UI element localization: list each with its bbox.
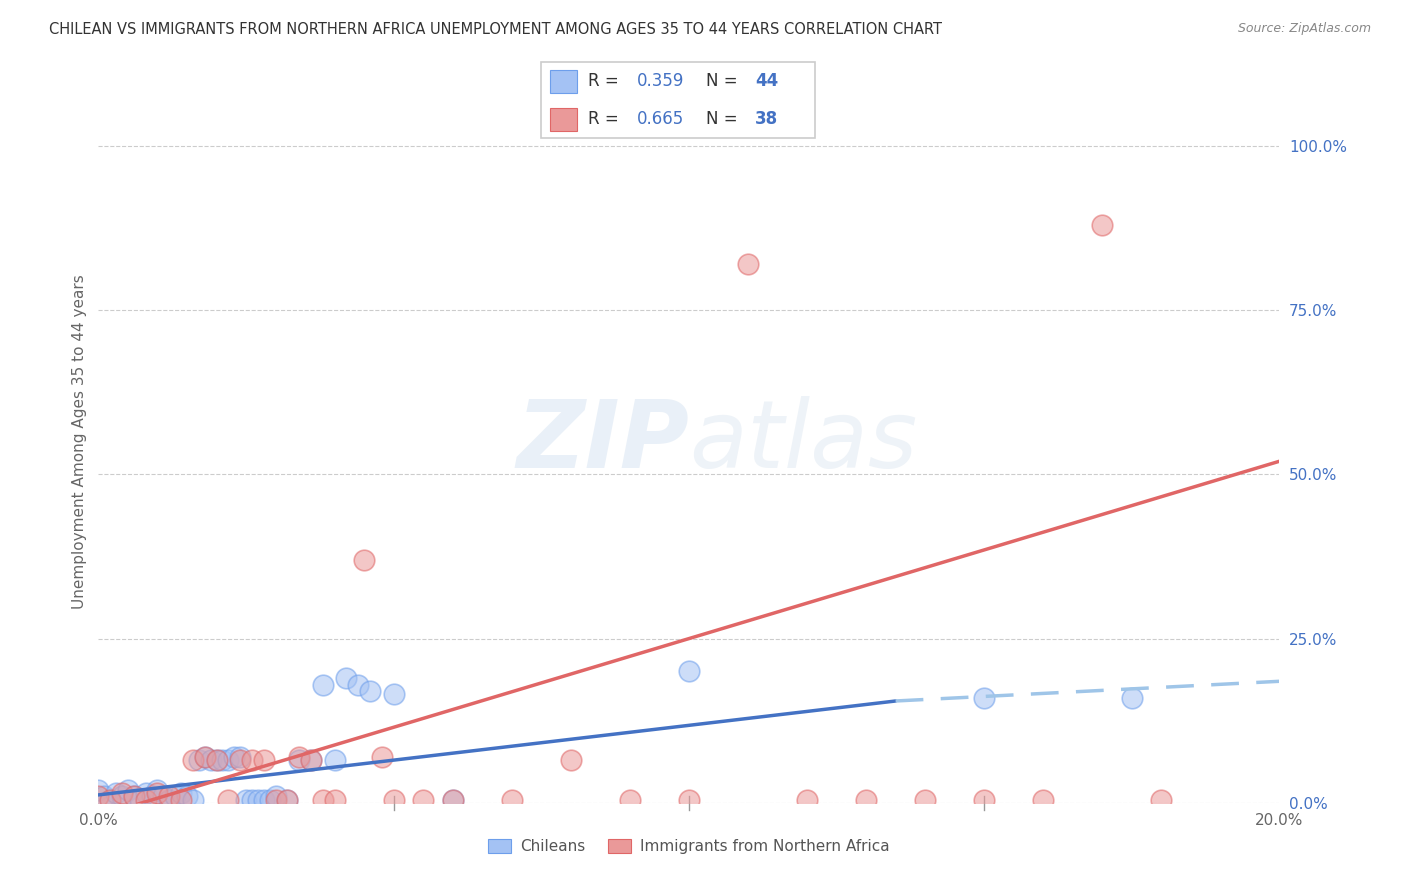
Text: Source: ZipAtlas.com: Source: ZipAtlas.com <box>1237 22 1371 36</box>
Point <box>165 789 187 804</box>
Point <box>187 753 209 767</box>
Point <box>194 749 217 764</box>
Point <box>181 753 204 767</box>
Point <box>157 789 180 804</box>
Point <box>1121 690 1143 705</box>
Text: R =: R = <box>588 111 624 128</box>
Point <box>1091 218 1114 232</box>
Point <box>1150 792 1173 806</box>
Point <box>176 789 198 804</box>
Point <box>253 753 276 767</box>
Point <box>146 782 169 797</box>
Point <box>128 792 150 806</box>
FancyBboxPatch shape <box>550 108 576 130</box>
Point <box>224 749 246 764</box>
Text: R =: R = <box>588 72 624 90</box>
Point <box>323 753 346 767</box>
Point <box>105 786 128 800</box>
Point <box>312 677 335 691</box>
Point <box>276 792 298 806</box>
Text: 38: 38 <box>755 111 779 128</box>
Text: ZIP: ZIP <box>516 395 689 488</box>
Point <box>122 789 145 804</box>
Text: N =: N = <box>706 111 742 128</box>
Y-axis label: Unemployment Among Ages 35 to 44 years: Unemployment Among Ages 35 to 44 years <box>72 274 87 609</box>
Point <box>205 753 228 767</box>
Point <box>111 786 134 800</box>
Point <box>312 792 335 806</box>
Text: 44: 44 <box>755 72 779 90</box>
Point <box>122 789 145 804</box>
Point <box>299 753 322 767</box>
Point <box>501 792 523 806</box>
Point <box>299 753 322 767</box>
Point <box>973 690 995 705</box>
Point <box>135 786 157 800</box>
Text: 0.359: 0.359 <box>637 72 685 90</box>
Point <box>619 792 641 806</box>
Text: N =: N = <box>706 72 742 90</box>
Point <box>87 789 110 804</box>
Point <box>276 792 298 806</box>
Text: CHILEAN VS IMMIGRANTS FROM NORTHERN AFRICA UNEMPLOYMENT AMONG AGES 35 TO 44 YEAR: CHILEAN VS IMMIGRANTS FROM NORTHERN AFRI… <box>49 22 942 37</box>
Point <box>181 792 204 806</box>
Point <box>288 753 311 767</box>
Point <box>382 687 405 701</box>
Point <box>382 792 405 806</box>
Point <box>93 789 115 804</box>
Point <box>217 792 239 806</box>
Text: atlas: atlas <box>689 396 917 487</box>
Point <box>240 792 263 806</box>
Point <box>170 786 193 800</box>
Point <box>157 792 180 806</box>
Legend: Chileans, Immigrants from Northern Africa: Chileans, Immigrants from Northern Afric… <box>482 833 896 860</box>
Point <box>264 789 287 804</box>
Point <box>259 792 281 806</box>
Point <box>229 749 252 764</box>
Point <box>678 665 700 679</box>
Point <box>347 677 370 691</box>
Point <box>246 792 269 806</box>
FancyBboxPatch shape <box>541 62 815 138</box>
Point <box>441 792 464 806</box>
Point <box>796 792 818 806</box>
Point <box>87 782 110 797</box>
Point <box>560 753 582 767</box>
Point <box>412 792 434 806</box>
Point <box>441 792 464 806</box>
Point <box>335 671 357 685</box>
Point <box>973 792 995 806</box>
Point <box>170 792 193 806</box>
Point <box>288 749 311 764</box>
Point <box>240 753 263 767</box>
Point <box>117 782 139 797</box>
Point <box>855 792 877 806</box>
Point <box>229 753 252 767</box>
Point <box>194 749 217 764</box>
Point <box>914 792 936 806</box>
Point <box>371 749 394 764</box>
Text: 0.665: 0.665 <box>637 111 685 128</box>
Point <box>217 753 239 767</box>
FancyBboxPatch shape <box>550 70 576 93</box>
Point <box>111 789 134 804</box>
Point <box>98 792 121 806</box>
Point <box>353 553 375 567</box>
Point <box>200 753 222 767</box>
Point <box>253 792 276 806</box>
Point <box>211 753 233 767</box>
Point <box>737 257 759 271</box>
Point <box>205 753 228 767</box>
Point <box>264 792 287 806</box>
Point <box>135 792 157 806</box>
Point <box>98 792 121 806</box>
Point <box>235 792 257 806</box>
Point <box>141 789 163 804</box>
Point <box>323 792 346 806</box>
Point <box>678 792 700 806</box>
Point <box>152 789 174 804</box>
Point <box>1032 792 1054 806</box>
Point <box>359 684 381 698</box>
Point <box>146 786 169 800</box>
